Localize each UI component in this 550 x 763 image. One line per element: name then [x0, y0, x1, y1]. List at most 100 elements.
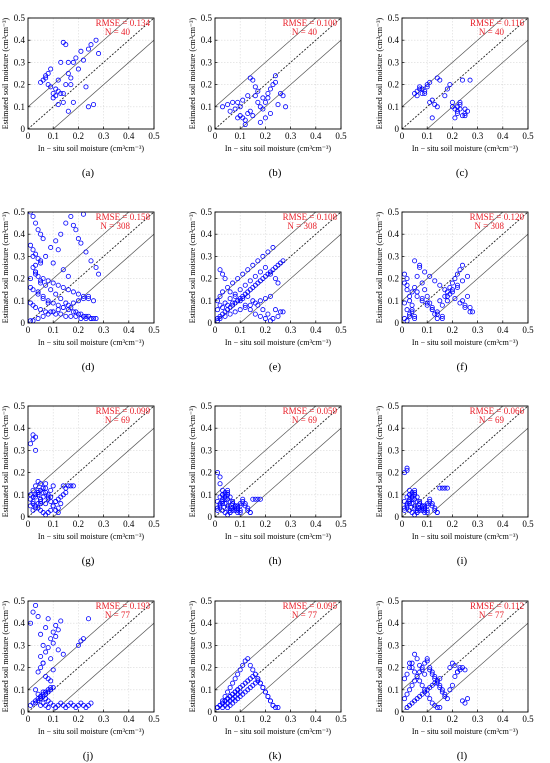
- y-tick-label: 0.1: [388, 296, 399, 306]
- scatter-panel: 00 0.1 0.1 0.2 0.2 0.3 0.3 0.4 0.4 0.5 0.5 RMSE = 0…: [1, 207, 160, 373]
- data-point: [48, 66, 54, 72]
- data-point: [53, 622, 59, 628]
- data-point: [53, 238, 59, 244]
- data-point: [68, 213, 74, 219]
- data-point: [60, 304, 66, 310]
- y-tick-label: 0.5: [14, 13, 26, 23]
- data-point: [43, 253, 49, 259]
- data-point: [414, 673, 420, 679]
- data-point: [267, 110, 273, 116]
- data-point: [275, 102, 281, 108]
- data-point: [402, 300, 408, 306]
- data-point: [80, 293, 86, 299]
- y-tick-label: 0.1: [388, 685, 399, 695]
- data-points: [38, 37, 102, 114]
- y-tick-label: 0.3: [201, 640, 213, 650]
- rmse-annotation: RMSE = 0.193: [96, 601, 151, 611]
- data-point: [414, 273, 420, 279]
- one-to-one-line: [402, 212, 528, 323]
- x-tick-label: 0.5: [335, 131, 347, 141]
- plot-frame: [27, 211, 155, 324]
- one-to-one-line: [215, 601, 341, 712]
- reference-lines: [28, 601, 154, 712]
- data-point: [43, 481, 49, 487]
- data-point: [265, 311, 271, 317]
- data-point: [434, 311, 440, 317]
- data-point: [260, 307, 266, 313]
- x-tick-label: 0.5: [522, 714, 534, 724]
- data-point: [447, 665, 453, 671]
- data-point: [283, 104, 289, 110]
- data-point: [45, 298, 51, 304]
- x-tick-label: 0.4: [123, 714, 135, 724]
- data-point: [252, 93, 258, 99]
- data-point: [402, 271, 408, 277]
- data-point: [447, 82, 453, 88]
- data-point: [85, 104, 91, 110]
- data-point: [40, 485, 46, 491]
- y-tick-label: 0.3: [14, 640, 26, 650]
- y-tick-label: 0: [208, 318, 213, 328]
- y-axis-label: Estimated soil moisture (cm³cm⁻³): [188, 17, 197, 129]
- y-tick-label: 0: [21, 707, 26, 717]
- data-point: [50, 280, 56, 286]
- data-point: [83, 313, 89, 319]
- data-point: [265, 249, 271, 255]
- data-point: [449, 289, 455, 295]
- data-point: [227, 311, 233, 317]
- y-tick-label: 0: [395, 124, 400, 134]
- data-point: [270, 702, 276, 708]
- data-point: [424, 300, 430, 306]
- data-point: [434, 705, 440, 711]
- data-point: [55, 307, 61, 313]
- data-point: [58, 501, 64, 507]
- x-tick-label: 0.3: [285, 131, 297, 141]
- scatter-panel: 00 0.1 0.1 0.2 0.2 0.3 0.3 0.4 0.4 0.5 0.5 RMSE = 0…: [188, 207, 347, 373]
- lower-bound-line: [426, 233, 528, 323]
- data-point: [462, 304, 468, 310]
- data-point: [250, 667, 256, 673]
- lower-bound-line: [239, 622, 341, 712]
- data-point: [414, 293, 420, 299]
- y-tick-label: 0: [395, 318, 400, 328]
- data-point: [28, 242, 34, 248]
- data-point: [38, 280, 44, 286]
- x-tick-label: 0.2: [447, 519, 458, 529]
- data-point: [414, 505, 420, 511]
- one-to-one-line: [28, 18, 154, 129]
- data-point: [247, 278, 253, 284]
- data-point: [217, 474, 223, 480]
- data-point: [422, 687, 428, 693]
- x-tick-label: 0.4: [123, 519, 135, 529]
- x-tick-label: 0: [400, 519, 405, 529]
- data-point: [63, 220, 69, 226]
- data-point: [429, 304, 435, 310]
- data-point: [33, 447, 39, 453]
- data-point: [240, 115, 246, 121]
- data-point: [419, 682, 425, 688]
- rmse-annotation: RMSE = 0.099: [96, 406, 151, 416]
- data-point: [262, 99, 268, 105]
- x-tick-label: 0.1: [422, 325, 433, 335]
- data-point: [260, 685, 266, 691]
- data-point: [65, 287, 71, 293]
- data-point: [250, 262, 256, 268]
- y-tick-label: 0.2: [388, 663, 399, 673]
- data-point: [53, 93, 59, 99]
- data-point: [91, 316, 97, 322]
- data-point: [434, 309, 440, 315]
- y-axis-label: Estimated soil moisture (cm³cm⁻³): [375, 17, 384, 129]
- x-axis-label: In − situ soil moisture (cm³cm⁻³): [38, 532, 145, 541]
- panel-label: (g): [82, 555, 95, 567]
- data-point: [409, 302, 415, 308]
- data-point: [267, 698, 273, 704]
- data-point: [75, 236, 81, 242]
- data-point: [232, 309, 238, 315]
- rmse-annotation: RMSE = 0.095: [283, 601, 338, 611]
- data-point: [412, 313, 418, 319]
- data-point: [437, 676, 443, 682]
- data-point: [63, 82, 69, 88]
- data-point: [402, 676, 408, 682]
- data-point: [225, 302, 231, 308]
